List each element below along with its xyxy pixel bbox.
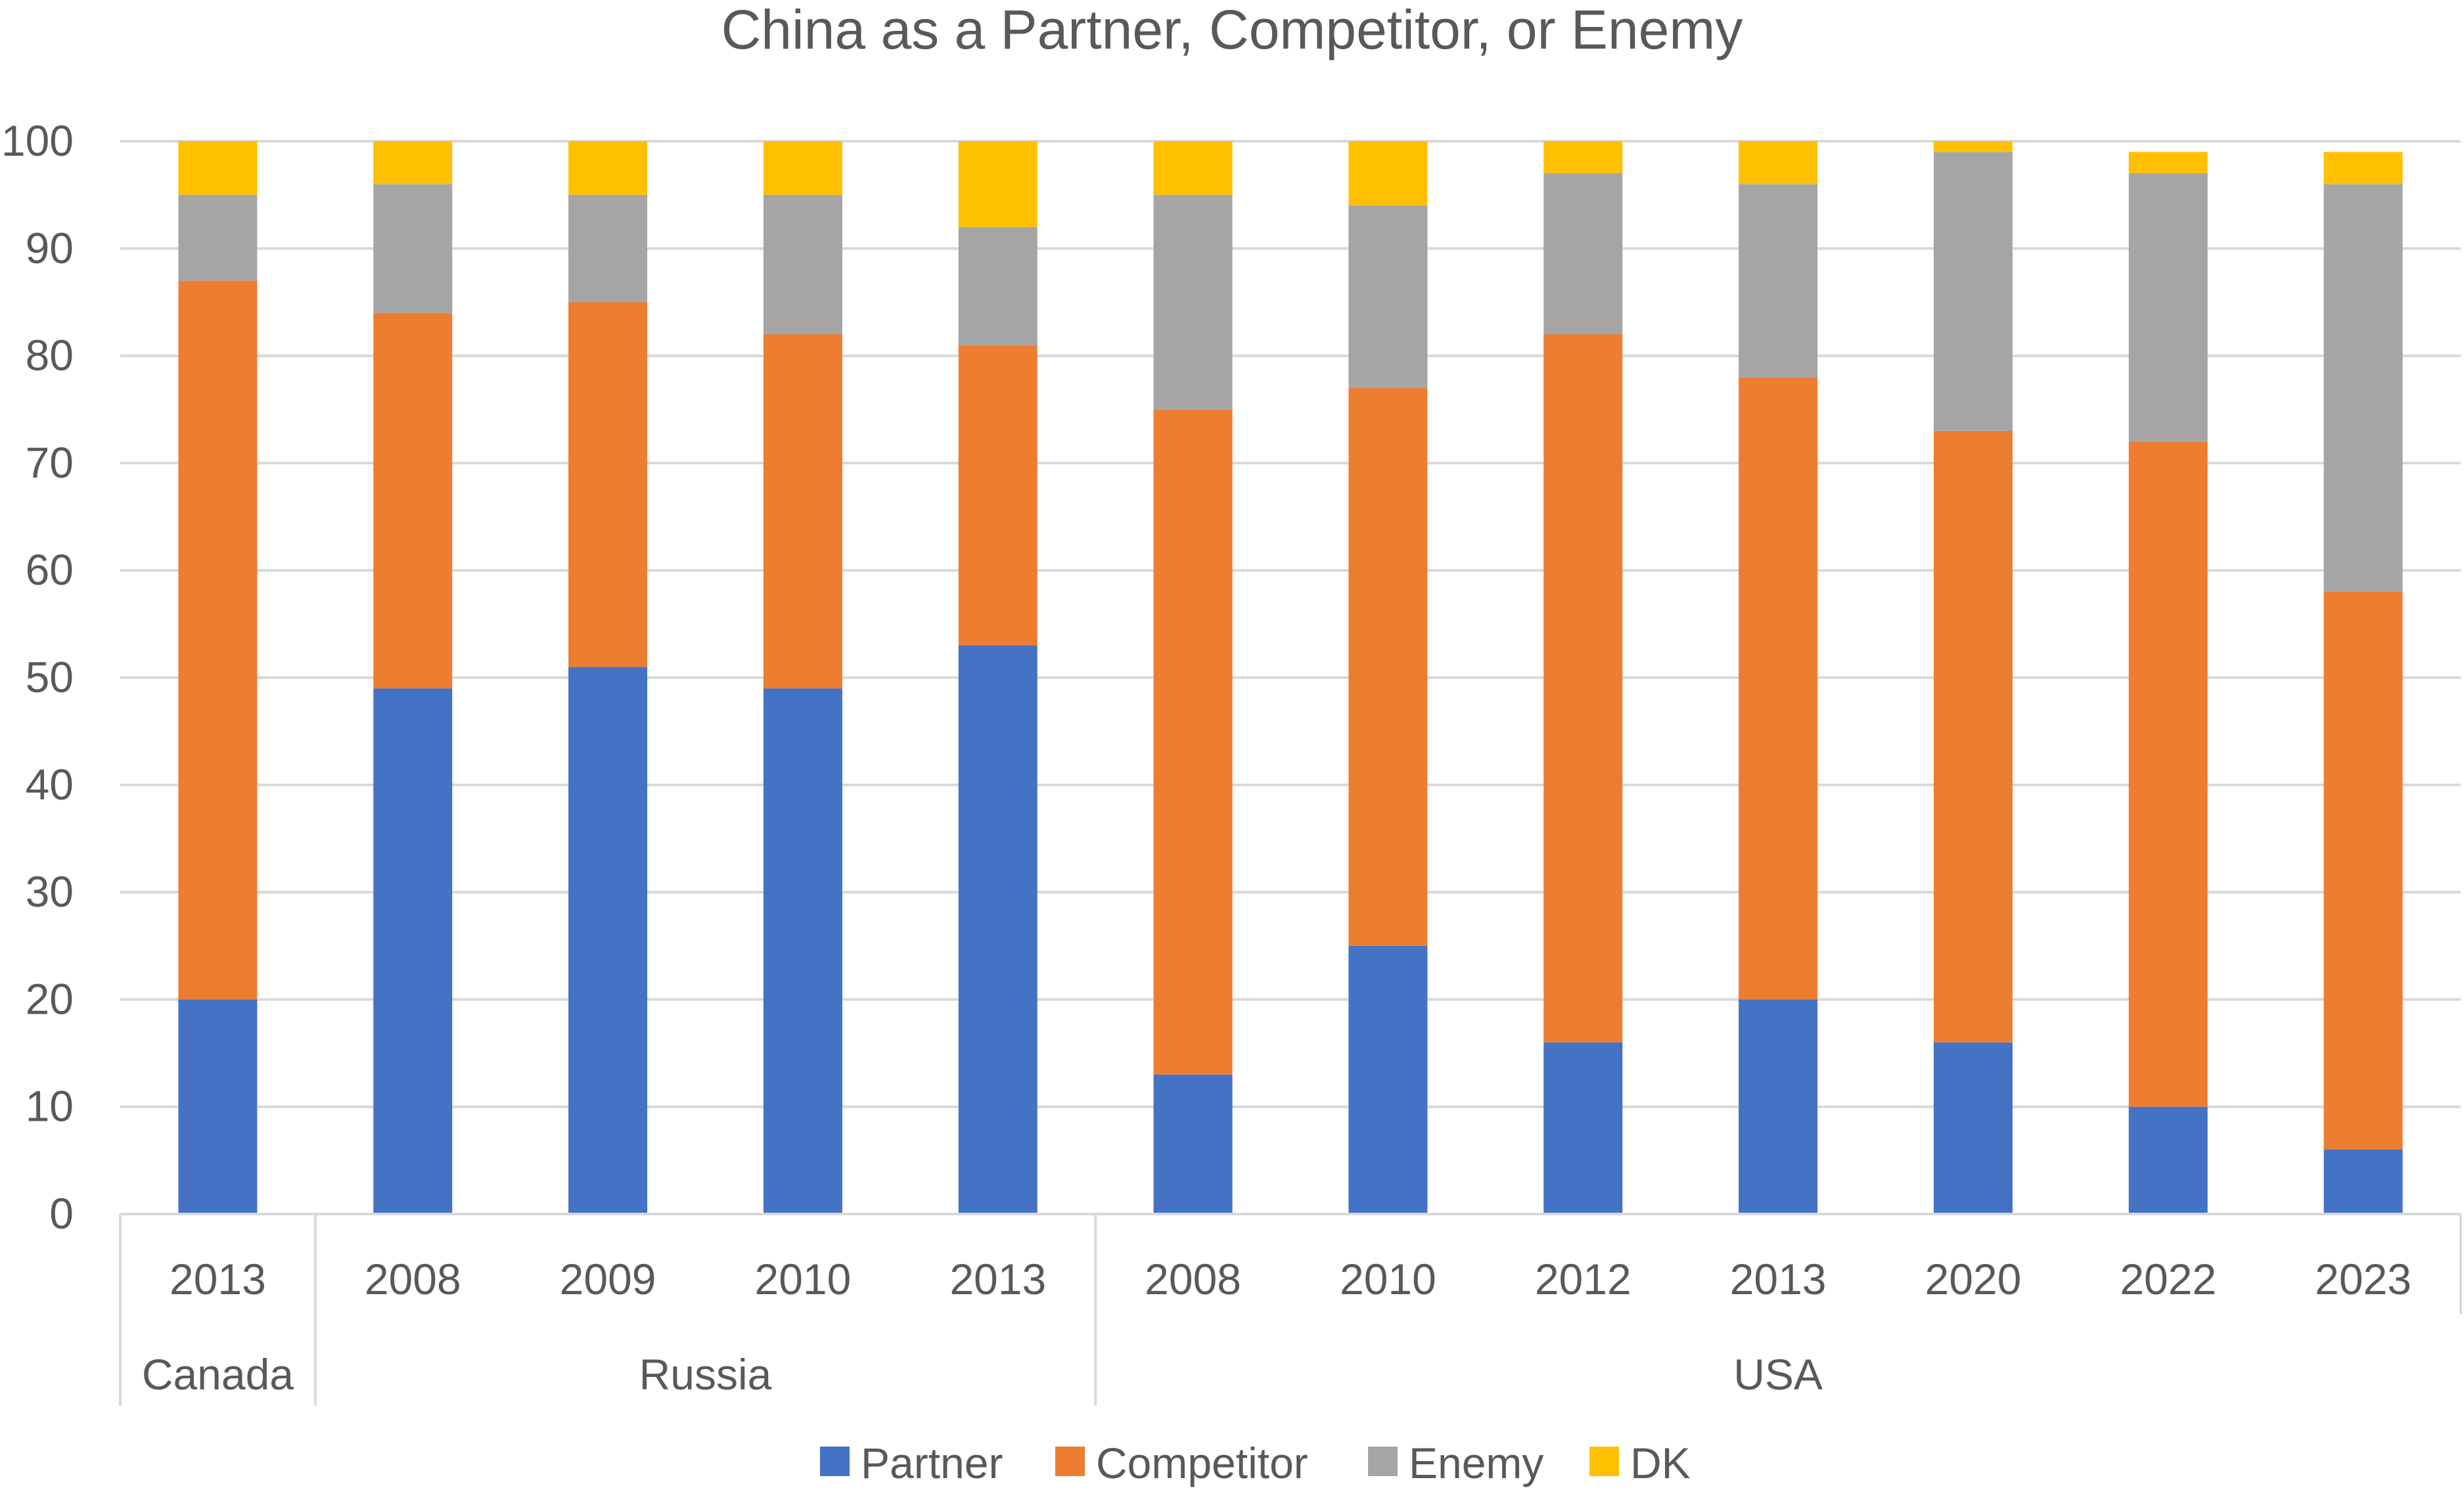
bar-segment-partner	[373, 688, 453, 1214]
y-tick-label: 80	[26, 331, 74, 380]
bar-segment-dk	[1153, 141, 1233, 195]
bar-segment-partner	[1153, 1074, 1233, 1214]
bar-segment-competitor	[1739, 377, 1818, 1000]
bar-segment-enemy	[1153, 194, 1233, 410]
bar-segment-dk	[763, 141, 842, 195]
bar-segment-partner	[958, 645, 1038, 1214]
x-tick-label: 2022	[2120, 1255, 2216, 1303]
x-tick-label: 2012	[1535, 1255, 1631, 1303]
y-tick-label: 10	[26, 1082, 74, 1131]
bar-segment-enemy	[568, 194, 648, 302]
x-tick-label: 2013	[1730, 1255, 1827, 1303]
bar-segment-competitor	[1153, 409, 1233, 1075]
x-tick-label: 2023	[2315, 1255, 2411, 1303]
bar-segment-dk	[2128, 152, 2208, 173]
legend: Partner Competitor Enemy DK	[820, 1439, 1691, 1487]
x-tick-label: 2013	[170, 1255, 266, 1303]
bar-segment-partner	[178, 999, 258, 1214]
x-tick-label: 2020	[1925, 1255, 2022, 1303]
bar-segment-partner	[2323, 1150, 2403, 1214]
bar-segment-partner	[1348, 945, 1428, 1214]
group-label: Russia	[639, 1350, 772, 1399]
bar-segment-partner	[2128, 1106, 2208, 1214]
bar-segment-partner	[1739, 999, 1818, 1214]
bar-segment-enemy	[178, 194, 258, 281]
y-axis: 0 10 20 30 40 50 60 70 80 90 100	[1, 116, 74, 1238]
legend-label-enemy: Enemy	[1409, 1439, 1543, 1487]
bars	[178, 141, 2403, 1214]
bar-segment-enemy	[1739, 184, 1818, 378]
bar-segment-partner	[1543, 1042, 1623, 1214]
legend-label-competitor: Competitor	[1096, 1439, 1308, 1487]
bar-segment-dk	[178, 141, 258, 195]
bar-segment-dk	[1543, 141, 1623, 173]
x-tick-label: 2009	[560, 1255, 656, 1303]
bar-segment-competitor	[1933, 430, 2013, 1043]
bar-segment-partner	[763, 688, 842, 1214]
bar-segment-competitor	[178, 281, 258, 1000]
bar-segment-competitor	[373, 313, 453, 688]
bar-segment-dk	[958, 141, 1038, 227]
legend-label-dk: DK	[1630, 1439, 1691, 1487]
bar-segment-dk	[2323, 152, 2403, 185]
bar-segment-enemy	[1348, 205, 1428, 388]
legend-swatch-enemy	[1368, 1447, 1398, 1476]
bar-segment-enemy	[1543, 173, 1623, 334]
chart-title: China as a Partner, Competitor, or Enemy	[721, 0, 1743, 60]
bar-segment-enemy	[1933, 152, 2013, 431]
legend-swatch-competitor	[1055, 1447, 1085, 1476]
bar-segment-dk	[1739, 141, 1818, 185]
x-tick-label: 2008	[1145, 1255, 1241, 1303]
bar-segment-dk	[373, 141, 453, 185]
y-tick-label: 50	[26, 653, 74, 702]
bar-segment-partner	[1933, 1042, 2013, 1214]
y-tick-label: 40	[26, 760, 74, 809]
legend-swatch-partner	[820, 1447, 850, 1476]
bar-segment-competitor	[2128, 441, 2208, 1107]
bar-segment-competitor	[2323, 591, 2403, 1150]
y-tick-label: 100	[1, 116, 74, 165]
x-tick-label: 2008	[365, 1255, 461, 1303]
bar-segment-enemy	[958, 227, 1038, 346]
legend-swatch-dk	[1589, 1447, 1619, 1476]
y-tick-label: 70	[26, 438, 74, 487]
bar-segment-competitor	[568, 302, 648, 667]
bar-segment-partner	[568, 667, 648, 1214]
y-tick-label: 0	[49, 1189, 74, 1238]
bar-segment-competitor	[1543, 334, 1623, 1043]
x-tick-label: 2010	[1340, 1255, 1436, 1303]
bar-segment-enemy	[2128, 173, 2208, 442]
y-tick-label: 30	[26, 867, 74, 916]
bar-segment-dk	[568, 141, 648, 195]
bar-segment-enemy	[373, 184, 453, 313]
bar-segment-competitor	[763, 334, 842, 688]
gridlines	[120, 140, 2461, 1108]
group-label: USA	[1733, 1350, 1823, 1399]
legend-label-partner: Partner	[861, 1439, 1003, 1487]
bar-segment-competitor	[1348, 388, 1428, 946]
bar-segment-dk	[1348, 141, 1428, 206]
x-tick-label: 2013	[949, 1255, 1046, 1303]
bar-segment-enemy	[763, 194, 842, 334]
bar-segment-enemy	[2323, 184, 2403, 592]
x-tick-label: 2010	[755, 1255, 852, 1303]
x-axis: 2013 2008 2009 2010 2013 2008 2010 2012 2013 2020…	[119, 1213, 2462, 1406]
y-tick-label: 60	[26, 545, 74, 594]
bar-segment-competitor	[958, 345, 1038, 646]
group-label: Canada	[142, 1350, 294, 1399]
y-tick-label: 20	[26, 974, 74, 1023]
y-tick-label: 90	[26, 223, 74, 272]
bar-segment-dk	[1933, 141, 2013, 152]
